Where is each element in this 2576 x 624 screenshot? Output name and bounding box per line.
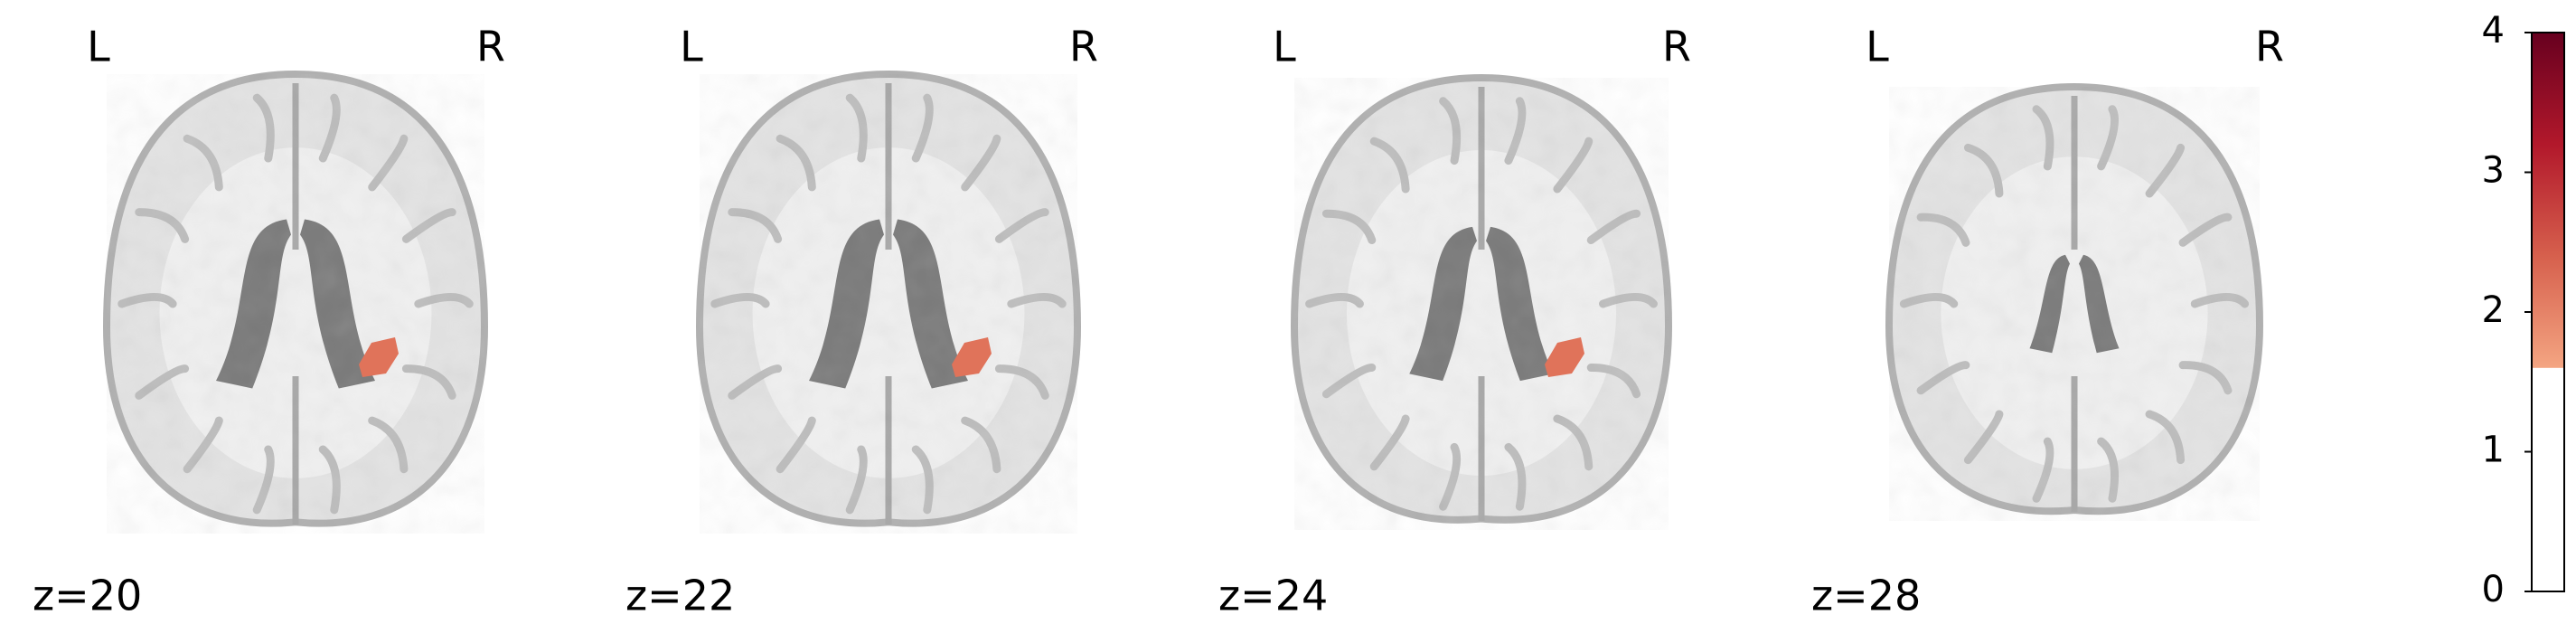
orientation-right: R xyxy=(476,23,505,71)
orientation-right: R xyxy=(2255,23,2284,71)
colorbar-tick-label: 1 xyxy=(2482,430,2505,471)
brain-slice xyxy=(695,70,1082,534)
texture xyxy=(1294,78,1669,530)
slice-label: z=28 xyxy=(1811,572,1921,620)
texture xyxy=(700,74,1077,534)
colorbar-tick-label: 0 xyxy=(2482,569,2505,610)
activation-blob xyxy=(952,337,992,377)
slice-label: z=20 xyxy=(33,572,142,620)
colorbar-gradient xyxy=(2532,33,2564,368)
activation-blob xyxy=(1545,337,1584,377)
orientation-right: R xyxy=(1662,23,1691,71)
orientation-left: L xyxy=(1273,23,1296,71)
orientation-left: L xyxy=(1866,23,1889,71)
brain-slice xyxy=(1290,73,1673,530)
brain-slice xyxy=(1885,82,2264,521)
colorbar-tick-label: 3 xyxy=(2482,150,2505,192)
texture xyxy=(1889,87,2260,521)
slice-label: z=22 xyxy=(625,572,735,620)
texture xyxy=(107,74,484,534)
activation-blob xyxy=(359,337,399,377)
brain-slice xyxy=(102,70,489,534)
colorbar-tick-label: 2 xyxy=(2482,289,2505,331)
orientation-left: L xyxy=(87,23,110,71)
orientation-left: L xyxy=(680,23,703,71)
orientation-right: R xyxy=(1069,23,1098,71)
slice-label: z=24 xyxy=(1218,572,1328,620)
colorbar-tick-label: 4 xyxy=(2482,10,2505,52)
colorbar-below-threshold xyxy=(2532,367,2564,591)
